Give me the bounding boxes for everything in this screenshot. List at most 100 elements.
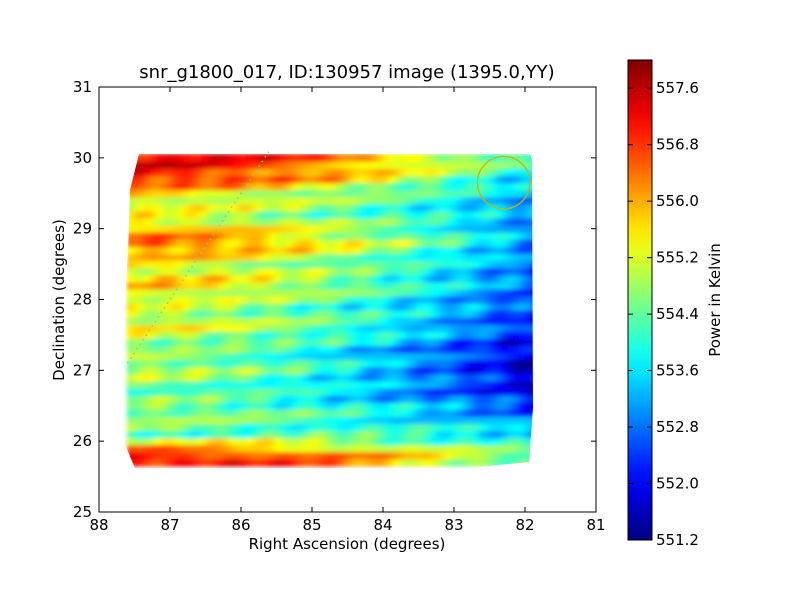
heatmap-cell <box>479 274 486 283</box>
heatmap-cell <box>422 401 429 410</box>
colorbar-tick-label: 552.0 <box>656 475 699 493</box>
heatmap-cell <box>166 444 174 453</box>
heatmap-cell <box>501 217 509 226</box>
heatmap-cell <box>297 387 304 396</box>
heatmap-cell <box>172 309 180 318</box>
heatmap-cell <box>479 444 486 453</box>
heatmap-cell <box>450 345 458 354</box>
heatmap-cell <box>399 224 407 233</box>
heatmap-cell <box>530 154 533 162</box>
heatmap-cell <box>490 160 498 169</box>
heatmap-cell <box>132 210 140 219</box>
heatmap-cell <box>126 451 134 460</box>
heatmap-cell <box>337 295 344 304</box>
heatmap-cell <box>229 295 236 304</box>
heatmap-cell <box>444 245 452 254</box>
heatmap-cell <box>450 281 458 290</box>
heatmap-cell <box>337 451 344 460</box>
heatmap-cell <box>138 295 145 304</box>
heatmap-cell <box>212 274 219 283</box>
heatmap-cell <box>410 366 418 375</box>
heatmap-cell <box>359 203 367 212</box>
heatmap-cell <box>376 415 384 424</box>
heatmap-cell <box>524 175 532 184</box>
heatmap-cell <box>393 182 401 191</box>
heatmap-cell <box>229 182 236 191</box>
heatmap-cell <box>257 210 265 219</box>
heatmap-cell <box>410 210 418 219</box>
heatmap-cell <box>462 337 469 347</box>
heatmap-cell <box>166 154 174 162</box>
heatmap-cell <box>172 422 180 432</box>
heatmap-cell <box>376 231 384 240</box>
heatmap-cell <box>456 167 464 177</box>
heatmap-cell <box>223 366 231 375</box>
heatmap-cell <box>342 387 350 396</box>
heatmap-cell <box>496 451 503 460</box>
heatmap-cell <box>234 330 242 339</box>
heatmap-cell <box>410 408 418 417</box>
heatmap-cell <box>450 182 458 191</box>
heatmap-cell <box>217 154 225 162</box>
heatmap-cell <box>263 288 270 297</box>
heatmap-cell <box>274 182 282 191</box>
heatmap-cell <box>200 373 208 382</box>
heatmap-cell <box>195 415 202 424</box>
heatmap-cell <box>183 451 191 460</box>
heatmap-cell <box>518 309 526 318</box>
heatmap-cell <box>206 366 214 375</box>
heatmap-cell <box>280 231 287 240</box>
heatmap-cell <box>166 309 174 318</box>
heatmap-cell <box>229 437 236 446</box>
heatmap-cell <box>217 252 225 262</box>
heatmap-cell <box>342 316 350 325</box>
heatmap-cell <box>132 281 140 290</box>
heatmap-cell <box>178 217 185 226</box>
heatmap-cell <box>234 437 242 446</box>
heatmap-cell <box>405 437 412 446</box>
heatmap-cell <box>229 288 236 297</box>
heatmap-cell <box>280 380 287 389</box>
heatmap-cell <box>285 373 293 382</box>
heatmap-cell <box>393 401 401 410</box>
heatmap-cell <box>297 281 304 290</box>
heatmap-cell <box>178 224 185 233</box>
heatmap-cell <box>354 224 361 233</box>
heatmap-cell <box>183 167 191 177</box>
heatmap-cell <box>155 295 162 304</box>
heatmap-cell <box>388 217 395 226</box>
heatmap-cell <box>132 415 140 424</box>
heatmap-cell <box>371 401 378 410</box>
heatmap-cell <box>160 451 168 460</box>
heatmap-cell <box>405 267 412 276</box>
heatmap-cell <box>359 231 367 240</box>
heatmap-cell <box>337 309 344 318</box>
heatmap-cell <box>320 224 327 233</box>
heatmap-cell <box>479 316 486 325</box>
heatmap-cell <box>416 182 424 191</box>
heatmap-cell <box>354 380 361 389</box>
heatmap-cell <box>416 444 424 453</box>
heatmap-cell <box>280 337 287 347</box>
heatmap-cell <box>518 330 526 339</box>
heatmap-cell <box>513 175 520 184</box>
heatmap-cell <box>388 430 395 439</box>
heatmap-cell <box>246 267 253 276</box>
heatmap-cell <box>348 302 356 311</box>
heatmap-cell <box>348 352 356 361</box>
heatmap-cell <box>149 337 157 347</box>
heatmap-cell <box>325 167 333 177</box>
heatmap-cell <box>212 252 219 262</box>
heatmap-cell <box>496 267 503 276</box>
heatmap-cell <box>456 238 464 247</box>
heatmap-cell <box>410 345 418 354</box>
heatmap-cell <box>274 288 282 297</box>
heatmap-cell <box>172 323 180 332</box>
heatmap-cell <box>479 203 486 212</box>
heatmap-cell <box>393 189 401 198</box>
heatmap-cell <box>274 401 282 410</box>
heatmap-cell <box>251 330 259 339</box>
heatmap-cell <box>416 260 424 269</box>
heatmap-cell <box>126 245 134 254</box>
heatmap-cell <box>348 267 356 276</box>
